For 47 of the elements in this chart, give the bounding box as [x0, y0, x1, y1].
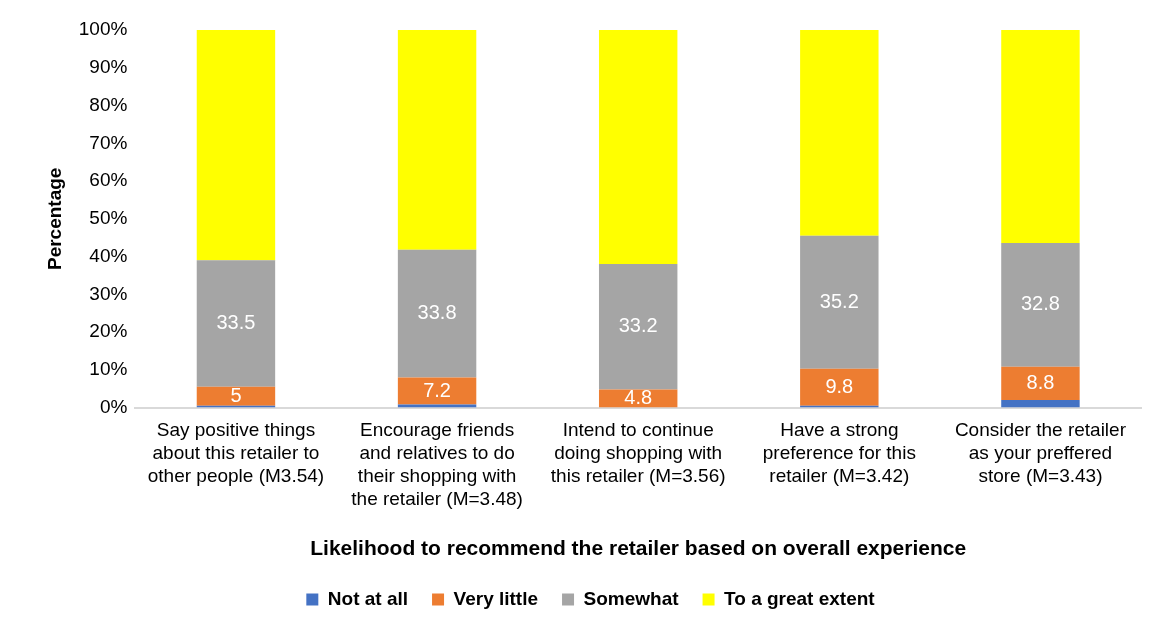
bar	[397, 30, 477, 250]
y-tick-label: 100%	[78, 18, 128, 40]
y-tick-label: 0%	[99, 395, 128, 417]
bar	[1001, 366, 1080, 401]
x-tick-label: Intend to continue doing shopping with this retailer (M=3.56)	[550, 419, 726, 486]
y-tick-label: 70%	[89, 131, 128, 153]
data-label: 35.2	[819, 289, 859, 312]
y-tick-label: 90%	[89, 55, 128, 77]
bar	[196, 30, 276, 261]
y-tick-label: 20%	[89, 320, 128, 342]
bar	[598, 264, 678, 390]
data-label: 33.5	[216, 311, 256, 334]
data-label: 7.2	[423, 378, 451, 401]
data-label: 33.2	[618, 314, 658, 337]
bar	[397, 249, 477, 378]
y-tick-label: 80%	[89, 93, 128, 115]
data-label: 33.8	[417, 301, 457, 324]
y-tick-label: 60%	[89, 169, 128, 191]
y-tick-label: 10%	[89, 358, 128, 380]
bar	[800, 235, 879, 369]
y-tick-label: 50%	[89, 207, 128, 229]
x-axis-title: Likelihood to recommend the retailer based on overall experience	[310, 536, 967, 560]
y-axis-title: Percentage	[43, 167, 65, 271]
bar	[598, 30, 678, 265]
x-tick-label: Say positive things about this retailer to other people (M3.54)	[147, 419, 325, 486]
bar	[800, 368, 879, 406]
bar	[196, 260, 276, 387]
bar	[1001, 242, 1080, 367]
bar	[196, 386, 276, 406]
legend-label: Not at all	[327, 587, 409, 609]
bar	[1001, 30, 1080, 243]
bar	[800, 30, 879, 236]
x-tick-label: Encourage friends and relatives to do their shopping with the retailer (M=3.48)	[351, 419, 523, 509]
data-label: 8.8	[1026, 370, 1055, 393]
legend-label: Somewhat	[583, 587, 680, 609]
bar	[1001, 400, 1080, 408]
bar	[397, 377, 477, 405]
x-tick-label: Consider the retailer as your preffered store (M=3.43)	[954, 419, 1127, 486]
data-label: 4.8	[624, 386, 653, 409]
legend-label: To a great extent	[724, 587, 876, 609]
y-tick-label: 30%	[89, 282, 128, 304]
data-label: 9.8	[825, 374, 854, 397]
data-label: 32.8	[1020, 292, 1060, 315]
x-tick-label: Have a strong preference for this retailer (M=3.42)	[762, 419, 916, 486]
y-tick-label: 40%	[89, 244, 128, 266]
data-label: 5	[230, 383, 242, 406]
legend-label: Very little	[453, 587, 539, 609]
